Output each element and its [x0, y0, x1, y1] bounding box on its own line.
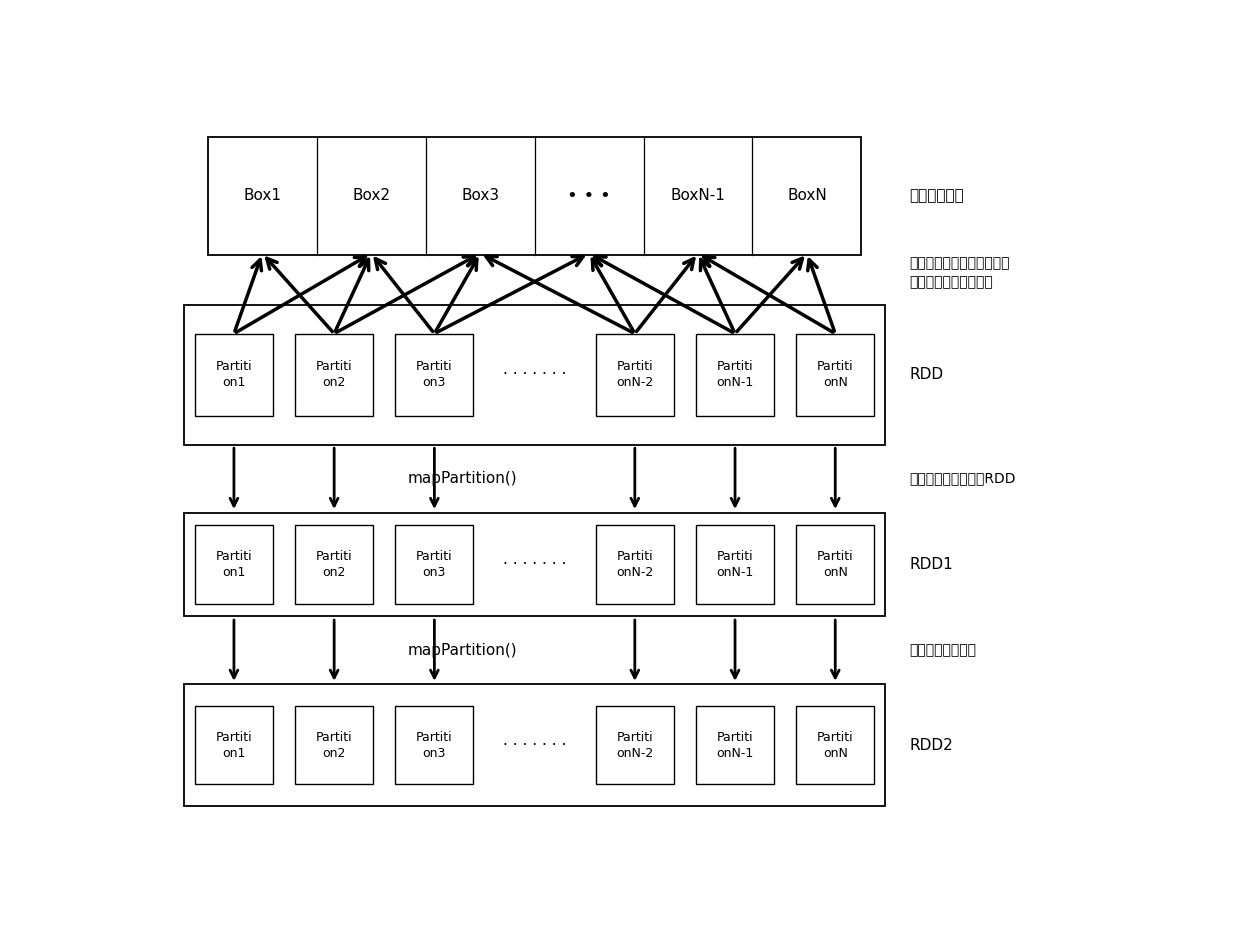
Text: 广播盒子数组: 广播盒子数组 [909, 188, 965, 204]
Text: RDD: RDD [909, 367, 944, 382]
Text: Partiti
onN-2: Partiti onN-2 [616, 731, 653, 760]
Text: Partiti
on3: Partiti on3 [417, 550, 453, 579]
Bar [696, 525, 774, 604]
Text: · · · · · · ·: · · · · · · · [503, 737, 567, 753]
Text: mapPartition(): mapPartition() [408, 472, 517, 486]
Bar [208, 137, 862, 255]
Bar [796, 706, 874, 785]
Text: 计算邻居后得到新的RDD: 计算邻居后得到新的RDD [909, 472, 1016, 485]
Text: Partiti
onN-1: Partiti onN-1 [717, 731, 754, 760]
Bar [595, 706, 673, 785]
Text: 分别与序号想对应的盒子及
其前后的盒子计算邻居: 分别与序号想对应的盒子及 其前后的盒子计算邻居 [909, 256, 1009, 289]
Text: Partiti
onN-1: Partiti onN-1 [717, 360, 754, 390]
Text: Partiti
onN: Partiti onN [817, 731, 853, 760]
Bar [195, 706, 273, 785]
Text: BoxN: BoxN [787, 188, 827, 204]
Bar [396, 706, 474, 785]
Bar [184, 305, 885, 445]
Bar [595, 525, 673, 604]
Text: Partiti
onN-1: Partiti onN-1 [717, 550, 754, 579]
Text: Partiti
on2: Partiti on2 [316, 731, 352, 760]
Bar [195, 525, 273, 604]
Text: Partiti
onN-2: Partiti onN-2 [616, 550, 653, 579]
Text: Partiti
on2: Partiti on2 [316, 550, 352, 579]
Bar [595, 334, 673, 416]
Bar [295, 334, 373, 416]
Text: · · · · · · ·: · · · · · · · [503, 367, 567, 382]
Text: RDD1: RDD1 [909, 557, 954, 572]
Text: Box1: Box1 [243, 188, 281, 204]
Bar [696, 334, 774, 416]
Text: Partiti
onN: Partiti onN [817, 360, 853, 390]
Text: Partiti
on1: Partiti on1 [216, 550, 252, 579]
Bar [295, 525, 373, 604]
Text: Partiti
on3: Partiti on3 [417, 731, 453, 760]
Text: Box3: Box3 [461, 188, 500, 204]
Bar [295, 706, 373, 785]
Text: 计算得到核心距离: 计算得到核心距离 [909, 644, 976, 658]
Text: Partiti
onN-2: Partiti onN-2 [616, 360, 653, 390]
Text: • • •: • • • [567, 187, 611, 205]
Text: Partiti
on3: Partiti on3 [417, 360, 453, 390]
Text: RDD2: RDD2 [909, 737, 954, 753]
Bar [396, 334, 474, 416]
Text: Partiti
onN: Partiti onN [817, 550, 853, 579]
Bar [696, 706, 774, 785]
Text: Partiti
on1: Partiti on1 [216, 360, 252, 390]
Text: Box2: Box2 [352, 188, 391, 204]
Bar [796, 334, 874, 416]
Text: Partiti
on1: Partiti on1 [216, 731, 252, 760]
Text: BoxN-1: BoxN-1 [671, 188, 725, 204]
Text: mapPartition(): mapPartition() [408, 643, 517, 658]
Text: Partiti
on2: Partiti on2 [316, 360, 352, 390]
Bar [184, 512, 885, 617]
Bar [195, 334, 273, 416]
Bar [396, 525, 474, 604]
Text: · · · · · · ·: · · · · · · · [503, 557, 567, 572]
Bar [796, 525, 874, 604]
Bar [184, 684, 885, 806]
